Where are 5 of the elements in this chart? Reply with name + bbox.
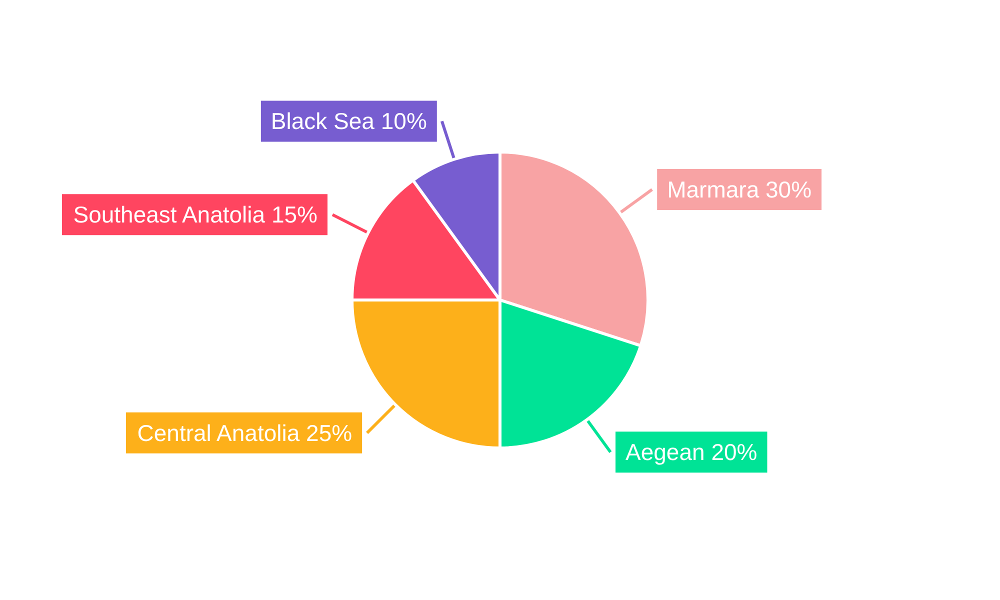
slice-label: Central Anatolia 25%: [137, 420, 352, 446]
slice-label: Southeast Anatolia 15%: [73, 202, 318, 228]
slice-label: Marmara 30%: [667, 176, 812, 202]
slice-label: Black Sea 10%: [270, 108, 427, 134]
slice-label: Aegean 20%: [626, 439, 758, 466]
